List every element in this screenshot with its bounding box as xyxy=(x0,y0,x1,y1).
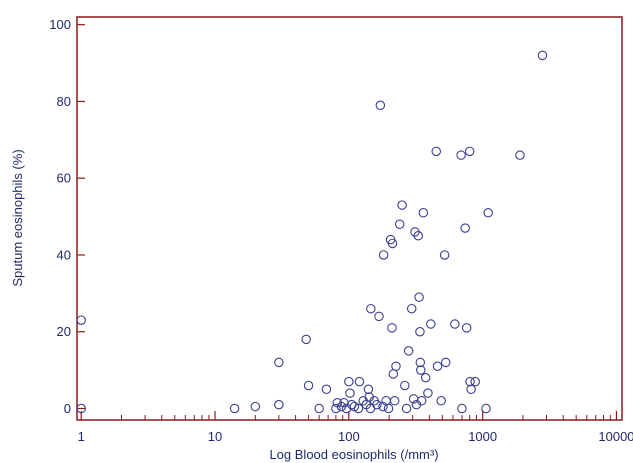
data-point xyxy=(470,376,480,387)
data-point xyxy=(363,384,374,395)
y-tick-label: 0 xyxy=(64,401,71,416)
data-point xyxy=(301,334,311,345)
data-point xyxy=(464,146,475,157)
data-point xyxy=(465,376,475,387)
data-point xyxy=(250,401,261,412)
x-tick-label: 10000 xyxy=(598,429,633,444)
y-tick-label: 40 xyxy=(57,247,71,262)
data-point xyxy=(423,388,433,398)
data-point xyxy=(460,223,470,233)
y-tick-label: 80 xyxy=(57,94,71,109)
data-point xyxy=(401,403,412,414)
data-point xyxy=(76,315,86,325)
data-point xyxy=(378,250,389,260)
data-point xyxy=(432,361,443,372)
data-point xyxy=(418,207,429,218)
data-point xyxy=(461,323,472,333)
data-point xyxy=(76,403,86,414)
x-axis-title: Log Blood eosinophils (/mm³) xyxy=(269,447,438,462)
data-point xyxy=(397,200,407,210)
data-point xyxy=(413,231,423,241)
data-point xyxy=(391,361,401,372)
data-point xyxy=(456,150,466,160)
plot-frame xyxy=(76,16,623,421)
data-point xyxy=(383,403,394,414)
data-point xyxy=(387,323,397,333)
data-point xyxy=(321,384,332,395)
data-point xyxy=(378,401,388,412)
data-point xyxy=(466,384,476,395)
data-point xyxy=(389,396,400,406)
data-point xyxy=(303,380,314,391)
data-point xyxy=(274,357,284,368)
data-point xyxy=(481,403,491,414)
data-point xyxy=(394,219,405,230)
x-axis: 1 10 100 1000 10000 xyxy=(78,411,633,444)
data-point xyxy=(372,399,382,410)
data-point xyxy=(387,238,398,249)
data-point xyxy=(441,357,451,368)
data-point xyxy=(400,380,410,391)
data-point xyxy=(431,146,441,157)
data-point xyxy=(354,376,365,387)
data-point xyxy=(345,388,355,398)
data-points xyxy=(76,50,548,414)
data-point xyxy=(416,396,427,406)
y-axis: 0 20 40 60 80 100 xyxy=(49,17,85,416)
y-tick-label: 100 xyxy=(49,17,71,32)
y-axis-title: Sputum eosinophils (%) xyxy=(10,149,25,286)
data-point xyxy=(420,373,431,383)
data-point xyxy=(403,346,414,356)
data-point xyxy=(274,399,284,410)
data-point xyxy=(414,292,424,302)
data-point xyxy=(415,326,425,337)
x-tick-label: 1 xyxy=(78,429,85,444)
data-point xyxy=(375,100,386,111)
data-point xyxy=(537,50,548,61)
data-point xyxy=(415,357,426,368)
data-point xyxy=(439,250,450,260)
data-point xyxy=(416,365,426,375)
data-point xyxy=(374,311,384,322)
data-point xyxy=(331,403,341,414)
data-point xyxy=(314,403,324,414)
x-minor-ticks xyxy=(120,415,611,420)
x-tick-label: 1000 xyxy=(468,429,497,444)
data-point xyxy=(344,376,354,387)
y-tick-label: 60 xyxy=(57,171,71,186)
data-point xyxy=(353,403,364,414)
data-point xyxy=(426,319,436,329)
data-point xyxy=(457,403,467,414)
data-point xyxy=(229,403,240,414)
data-point xyxy=(483,207,493,218)
data-point xyxy=(436,396,446,406)
x-tick-label: 100 xyxy=(338,429,360,444)
y-tick-label: 20 xyxy=(57,324,71,339)
data-point xyxy=(450,319,460,329)
x-tick-label: 10 xyxy=(208,429,222,444)
data-point xyxy=(406,303,417,314)
data-point xyxy=(366,303,376,314)
data-point xyxy=(515,150,525,160)
